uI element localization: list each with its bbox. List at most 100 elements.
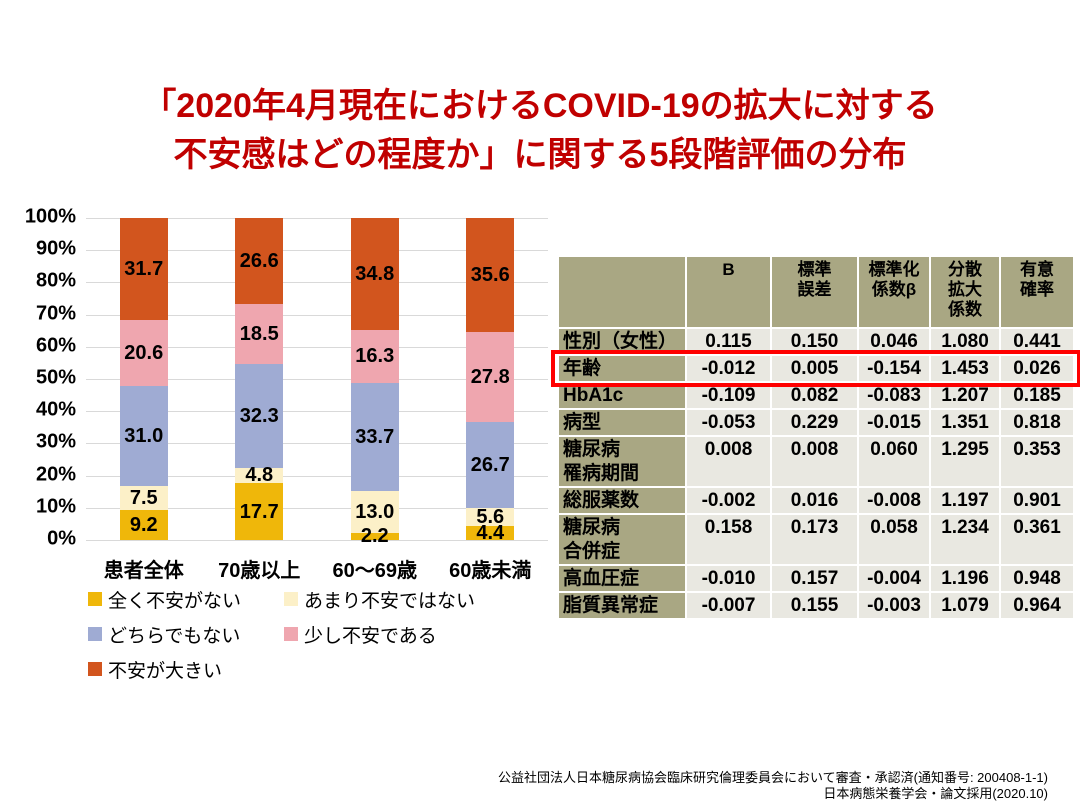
table-cell: -0.003 bbox=[857, 590, 931, 620]
table-cell: 0.173 bbox=[770, 512, 859, 566]
segment-value-label: 35.6 bbox=[470, 264, 510, 286]
table-row-label: 脂質異常症 bbox=[557, 590, 687, 620]
table-row: 病型 -0.053 0.229 -0.015 1.351 0.818 bbox=[557, 408, 1075, 437]
table-cell: 0.026 bbox=[999, 354, 1075, 383]
table-row: 糖尿病 罹病期間 0.008 0.008 0.060 1.295 0.353 bbox=[557, 435, 1075, 488]
legend-swatch-icon bbox=[88, 627, 102, 641]
table-row-label: 糖尿病 合併症 bbox=[557, 512, 687, 566]
segment-value-label: 20.6 bbox=[124, 342, 164, 365]
table-cell: 0.005 bbox=[770, 354, 859, 383]
legend-label: 不安が大きい bbox=[108, 660, 223, 682]
y-axis-tick: 50% bbox=[35, 366, 76, 389]
y-axis-tick: 20% bbox=[35, 463, 76, 486]
table-row-label: 総服薬数 bbox=[557, 485, 687, 515]
segment-value-label: 33.7 bbox=[355, 425, 395, 448]
table-cell: 1.234 bbox=[929, 512, 1001, 566]
segment-value-label: 4.4 bbox=[476, 521, 505, 544]
slide-title-line2: 不安感はどの程度か」に関する5段階評価の分布 bbox=[173, 136, 907, 175]
y-axis: 100% 90% 80% 70% 60% 50% 40% 30% 20% 10% 0% bbox=[8, 206, 76, 580]
segment-value-label: 34.8 bbox=[355, 263, 395, 286]
y-axis-tick: 10% bbox=[35, 495, 76, 518]
table-header-cell: B bbox=[685, 255, 772, 329]
segment-value-label: 31.0 bbox=[124, 425, 164, 448]
segment-value-label: 16.3 bbox=[355, 345, 395, 368]
bar-segment bbox=[119, 510, 168, 540]
segment-value-label: 2.2 bbox=[360, 525, 389, 548]
bar-segment bbox=[350, 330, 399, 383]
legend-swatch-icon bbox=[88, 592, 102, 606]
table-cell: -0.015 bbox=[857, 408, 931, 437]
bar-segment bbox=[350, 218, 399, 331]
segment-value-label: 9.2 bbox=[129, 514, 158, 537]
bar-segment bbox=[119, 320, 168, 387]
slide-title: 「2020年4月現在におけるCOVID-19の拡大に対する 不安感はどの程度か」… bbox=[0, 82, 1080, 181]
table-cell: 1.197 bbox=[929, 485, 1001, 515]
table-cell: 0.046 bbox=[857, 327, 931, 356]
table-header-cell: 有意 確率 bbox=[999, 255, 1075, 329]
legend-item: 全く不安がない bbox=[88, 588, 284, 612]
table-cell: -0.007 bbox=[685, 590, 772, 620]
table-header-cell: 標準 誤差 bbox=[770, 255, 859, 329]
table-cell: 1.080 bbox=[929, 327, 1001, 356]
bar-segment bbox=[235, 218, 284, 304]
table-row-label: 年齢 bbox=[557, 354, 687, 383]
table-row-label: 病型 bbox=[557, 408, 687, 437]
bar-segment bbox=[350, 532, 399, 540]
bar-segment bbox=[119, 386, 168, 487]
table-row: 高血圧症 -0.010 0.157 -0.004 1.196 0.948 bbox=[557, 563, 1075, 593]
footer-line1: 公益社団法人日本糖尿病協会臨床研究倫理委員会において審査・承認済(通知番号: 2… bbox=[498, 770, 1048, 786]
segment-value-label: 31.7 bbox=[124, 258, 164, 281]
legend-swatch-icon bbox=[284, 592, 298, 606]
table-header-cell bbox=[557, 255, 687, 329]
stacked-bar-chart: 100% 90% 80% 70% 60% 50% 40% 30% 20% 10% 0% 9.2 7.5… bbox=[8, 206, 556, 582]
table-cell: 0.229 bbox=[770, 408, 859, 437]
gridline bbox=[86, 443, 548, 445]
segment-value-label: 7.5 bbox=[129, 487, 158, 510]
table-row: 糖尿病 合併症 0.158 0.173 0.058 1.234 0.361 bbox=[557, 512, 1075, 566]
table-row-label: 糖尿病 罹病期間 bbox=[557, 435, 687, 488]
table-cell: -0.083 bbox=[857, 381, 931, 410]
bar-segment bbox=[466, 525, 515, 540]
legend-label: 少し不安である bbox=[304, 625, 437, 647]
segment-value-label: 27.8 bbox=[470, 366, 510, 389]
table-row-label: 性別（女性） bbox=[557, 327, 687, 356]
y-axis-tick: 40% bbox=[35, 398, 76, 421]
table-cell: -0.053 bbox=[685, 408, 772, 437]
bar-70歳以上: 17.7 4.8 32.3 18.5 26.6 bbox=[235, 218, 284, 540]
gridline bbox=[86, 379, 548, 380]
gridline bbox=[86, 507, 548, 509]
table-cell: 0.008 bbox=[770, 435, 859, 488]
table-cell: 0.185 bbox=[999, 381, 1075, 410]
bar-segment bbox=[466, 421, 515, 508]
segment-value-label: 26.7 bbox=[470, 453, 510, 476]
category-label: 70歳以上 bbox=[218, 560, 301, 582]
category-label: 60～69歳 bbox=[332, 560, 418, 582]
table-cell: 0.353 bbox=[999, 435, 1075, 488]
table-row: 総服薬数 -0.002 0.016 -0.008 1.197 0.901 bbox=[557, 485, 1075, 515]
y-axis-tick: 0% bbox=[47, 527, 76, 550]
table-cell: 0.150 bbox=[770, 327, 859, 356]
table-cell: 0.115 bbox=[685, 327, 772, 356]
legend-label: 全く不安がない bbox=[108, 590, 242, 612]
table-cell: 0.964 bbox=[999, 590, 1075, 620]
y-axis-tick: 80% bbox=[35, 269, 76, 292]
legend-item: 少し不安である bbox=[284, 623, 475, 647]
gridline bbox=[86, 475, 548, 477]
category-label: 60歳未満 bbox=[449, 560, 532, 582]
bar-segment bbox=[119, 218, 168, 321]
bar-60歳未満: 4.4 5.6 26.7 27.8 35.6 bbox=[466, 217, 515, 544]
segment-value-label: 18.5 bbox=[239, 322, 279, 345]
bar-segment bbox=[235, 303, 284, 364]
table-cell: -0.010 bbox=[685, 563, 772, 593]
gridline bbox=[86, 282, 548, 284]
legend-swatch-icon bbox=[284, 627, 298, 641]
y-axis-tick: 90% bbox=[35, 237, 76, 260]
gridline bbox=[86, 540, 548, 541]
table-cell: 0.016 bbox=[770, 485, 859, 515]
bar-segment bbox=[466, 217, 515, 333]
chart-legend: 全く不安がない あまり不安ではない どちらでもない 少し不安である 不安が大きい bbox=[88, 588, 475, 682]
table-row: 脂質異常症 -0.007 0.155 -0.003 1.079 0.964 bbox=[557, 590, 1075, 620]
table-cell: 0.058 bbox=[857, 512, 931, 566]
legend-label: どちらでもない bbox=[108, 625, 241, 647]
regression-stats-table: B 標準 誤差 標準化 係数β 分散 拡大 係数 有意 確率 性別（女性） 0.115 0.1… bbox=[551, 255, 1080, 620]
